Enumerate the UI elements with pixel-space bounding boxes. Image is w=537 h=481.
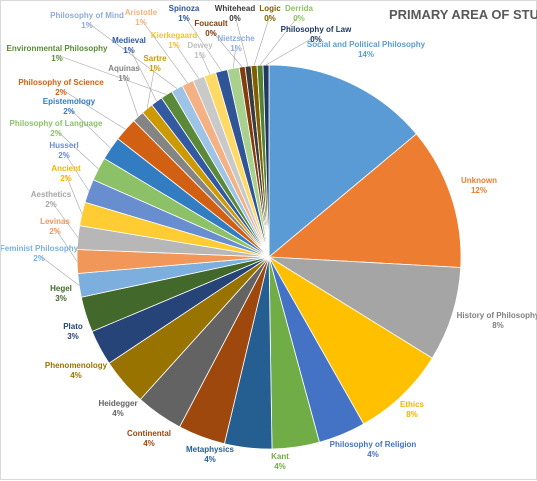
- pie-slice-history-of-philosophy: [268, 256, 462, 359]
- slice-label: Ancient 2%: [51, 164, 81, 183]
- slice-label: Derrida 0%: [285, 4, 314, 23]
- leader-line: [210, 29, 243, 68]
- slice-label: Aesthetics 2%: [31, 190, 72, 209]
- slice-label: Epistemology 2%: [43, 97, 96, 116]
- slice-label: Hegel 3%: [50, 284, 72, 303]
- slice-label: Philosophy of Religion 4%: [330, 440, 417, 459]
- slice-label: Logic 0%: [259, 4, 281, 23]
- leader-line: [68, 107, 111, 149]
- leader-line: [259, 14, 300, 66]
- slice-label: Philosophy of Mind 1%: [50, 11, 124, 30]
- leader-line: [146, 64, 156, 109]
- chart-title: PRIMARY AREA OF STUDY: [389, 7, 537, 22]
- leader-line: [140, 18, 188, 84]
- slice-label: Dewey 1%: [187, 41, 213, 60]
- slice-label: Aristotle 1%: [125, 8, 158, 27]
- leader-line: [60, 88, 126, 130]
- leader-line: [56, 54, 167, 95]
- slice-label: Plato 3%: [63, 322, 83, 341]
- slice-label: Kant 4%: [271, 452, 289, 471]
- slice-label: Kierkegaard 1%: [151, 31, 197, 50]
- leader-line: [123, 74, 139, 117]
- leader-lines: [38, 14, 317, 286]
- leader-line: [54, 227, 78, 262]
- pie-slice-social-and-political-philosophy: [268, 64, 417, 258]
- leader-line: [50, 200, 79, 238]
- slice-label: Medieval 1%: [112, 36, 146, 55]
- slice-label: Phenomenology 4%: [45, 361, 108, 380]
- leader-line: [199, 51, 211, 75]
- leader-line: [265, 35, 317, 66]
- slice-label: Spinoza 1%: [169, 4, 200, 23]
- leader-line: [173, 41, 199, 79]
- leader-line: [253, 14, 271, 66]
- slice-label: Foucault 0%: [194, 19, 228, 38]
- slice-label: Philosophy of Science 2%: [18, 78, 104, 97]
- slice-labels: Social and Political Philosophy 14% Unknow…: [1, 4, 537, 471]
- leader-line: [38, 254, 80, 286]
- slice-label: Ethics 8%: [400, 400, 425, 419]
- leader-line: [63, 151, 90, 192]
- pie-slice-unknown: [267, 133, 462, 268]
- slice-label: Aquinas 1%: [108, 64, 140, 83]
- slice-label: Levinas 2%: [40, 217, 70, 236]
- leader-line: [86, 21, 178, 89]
- slice-label: Husserl 2%: [49, 141, 78, 160]
- slice-label: History of Philosophy 8%: [457, 311, 537, 330]
- slice-label: Philosophy of Law 0%: [281, 25, 352, 44]
- slice-label: Whitehead 0%: [215, 4, 256, 23]
- leader-line: [55, 129, 99, 170]
- pie-slice-philosophy-of-law: [262, 64, 270, 258]
- leader-line: [232, 44, 237, 69]
- slice-label: Feminist Philosophy 2%: [1, 244, 79, 263]
- leader-line: [234, 14, 249, 67]
- slice-label: Heidegger 4%: [98, 399, 137, 418]
- slice-label: Nietzsche 1%: [217, 34, 255, 53]
- slice-label: Environmental Philosophy 1%: [7, 44, 108, 63]
- leader-line: [183, 14, 222, 72]
- slice-label: Social and Political Philosophy 14%: [307, 40, 426, 59]
- slice-label: Philosophy of Language 2%: [10, 119, 103, 138]
- slice-label: Sartre 1%: [143, 54, 167, 73]
- slice-label: Metaphysics 4%: [186, 445, 235, 464]
- leader-line: [65, 174, 83, 215]
- leader-line: [128, 46, 157, 102]
- pie-slices: [76, 64, 462, 450]
- slice-label: Unknown 12%: [461, 176, 497, 195]
- pie-slice-ethics: [268, 256, 433, 425]
- slice-label: Continental 4%: [127, 429, 171, 448]
